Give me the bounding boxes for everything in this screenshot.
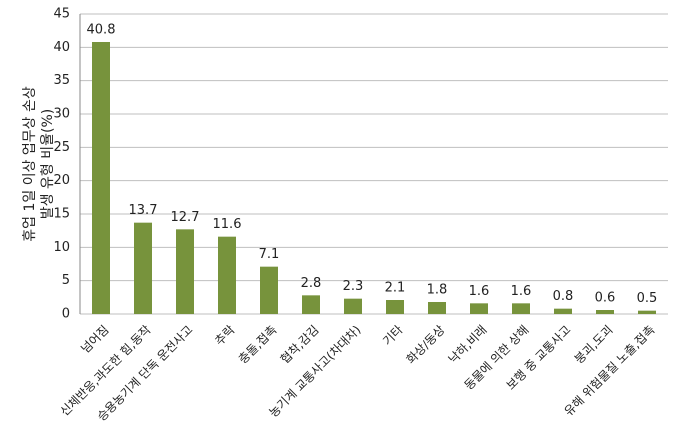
x-tick-label: 협착,감김	[278, 323, 322, 367]
y-tick-label: 0	[62, 307, 70, 322]
y-tick-label: 45	[53, 7, 70, 22]
x-tick-label: 추락	[212, 323, 238, 349]
bar	[554, 308, 572, 314]
x-tick-label: 붕괴,도괴	[572, 323, 616, 367]
bar	[176, 229, 194, 314]
data-label: 1.6	[469, 284, 490, 299]
bar	[512, 303, 530, 314]
y-tick-label: 10	[53, 240, 70, 255]
data-label: 1.6	[511, 284, 532, 299]
x-tick-label: 낙하,비래	[446, 323, 490, 367]
data-label: 0.6	[595, 291, 616, 306]
x-tick-label: 넘어짐	[78, 323, 111, 356]
bar	[302, 295, 320, 314]
data-label: 2.3	[343, 279, 364, 294]
bar	[344, 298, 362, 314]
y-tick-label: 35	[53, 73, 70, 88]
data-label: 0.5	[637, 291, 658, 306]
bar	[260, 266, 278, 314]
y-tick-label: 25	[53, 140, 70, 155]
data-label: 13.7	[129, 203, 158, 218]
x-tick-label: 화상/동상	[404, 323, 448, 367]
bar	[134, 222, 152, 314]
data-label: 11.6	[213, 217, 242, 232]
data-label: 2.8	[301, 276, 322, 291]
x-tick-label: 충돌,접촉	[236, 323, 280, 367]
y-axis-title: 휴업 1일 이상 업무상 손상 발생 유형 비율(%)	[22, 86, 56, 242]
y-tick-label: 15	[53, 207, 70, 222]
y-tick-label: 40	[53, 40, 70, 55]
x-tick-label: 기타	[380, 323, 406, 349]
y-tick-label: 5	[62, 273, 70, 288]
bar	[92, 42, 110, 314]
data-label: 1.8	[427, 283, 448, 298]
y-tick-label: 30	[53, 107, 70, 122]
bar	[470, 303, 488, 314]
y-tick-label: 20	[53, 173, 70, 188]
bar	[638, 310, 656, 314]
data-label: 40.8	[87, 23, 116, 38]
data-label: 0.8	[553, 289, 574, 304]
bar	[596, 310, 614, 314]
bar	[428, 302, 446, 314]
y-axis-title-line: 휴업 1일 이상 업무상 손상	[22, 86, 38, 242]
data-label: 2.1	[385, 281, 406, 296]
bar	[218, 236, 236, 314]
data-label: 12.7	[171, 210, 200, 225]
y-axis-title-line: 발생 유형 비율(%)	[40, 109, 56, 219]
bar	[386, 300, 404, 314]
data-label: 7.1	[259, 247, 280, 262]
